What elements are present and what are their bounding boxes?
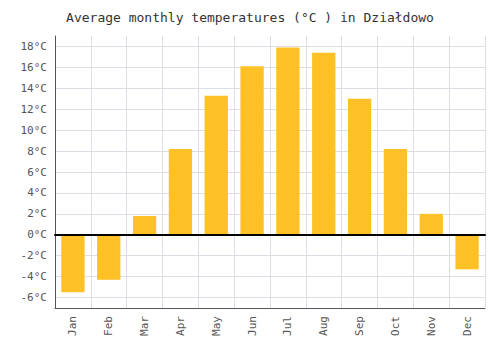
svg-text:8°C: 8°C (27, 145, 47, 158)
svg-text:14°C: 14°C (21, 82, 48, 95)
svg-text:May: May (210, 316, 223, 336)
svg-text:Sep: Sep (353, 316, 366, 336)
svg-text:10°C: 10°C (21, 124, 48, 137)
svg-text:Average monthly temperatures (: Average monthly temperatures (°C ) in Dz… (66, 10, 434, 25)
svg-text:18°C: 18°C (21, 40, 48, 53)
svg-text:Mar: Mar (138, 316, 151, 336)
svg-text:Aug: Aug (317, 316, 330, 336)
svg-text:Jan: Jan (66, 316, 79, 336)
svg-text:Oct: Oct (389, 316, 402, 336)
svg-text:0°C: 0°C (27, 228, 47, 241)
svg-text:6°C: 6°C (27, 166, 47, 179)
svg-text:12°C: 12°C (21, 103, 48, 116)
svg-text:4°C: 4°C (27, 186, 47, 199)
svg-text:Jun: Jun (246, 316, 259, 336)
svg-text:Feb: Feb (102, 316, 115, 336)
svg-text:Jul: Jul (281, 316, 294, 336)
svg-text:-6°C: -6°C (21, 291, 48, 304)
svg-text:Apr: Apr (174, 316, 187, 336)
svg-text:-2°C: -2°C (21, 249, 48, 262)
svg-text:Nov: Nov (425, 316, 438, 336)
svg-text:2°C: 2°C (27, 207, 47, 220)
svg-text:-4°C: -4°C (21, 270, 48, 283)
svg-text:16°C: 16°C (21, 61, 48, 74)
svg-text:Dec: Dec (461, 316, 474, 336)
